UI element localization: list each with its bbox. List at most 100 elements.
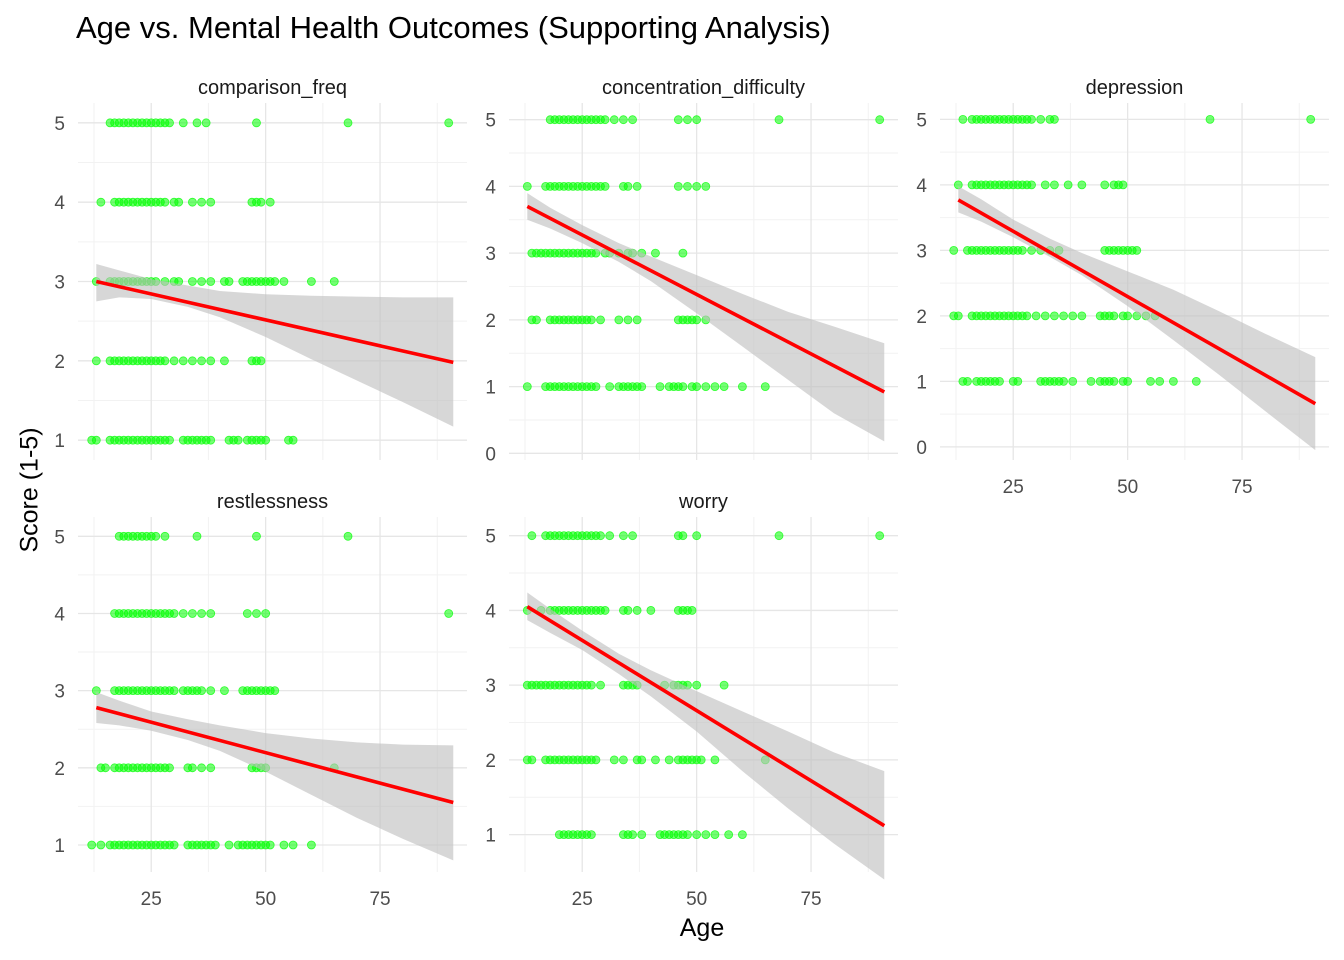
data-point bbox=[963, 376, 972, 386]
regression-line bbox=[95, 279, 454, 365]
data-point bbox=[632, 315, 642, 325]
y-tick-label: 3 bbox=[485, 244, 496, 265]
data-point bbox=[1050, 311, 1059, 321]
y-tick-label: 1 bbox=[485, 826, 496, 847]
data-point bbox=[197, 763, 206, 773]
data-point bbox=[188, 609, 197, 618]
data-point bbox=[719, 680, 729, 690]
data-point bbox=[256, 356, 266, 366]
data-point bbox=[265, 197, 275, 207]
data-point bbox=[1077, 180, 1087, 190]
data-point bbox=[174, 197, 184, 207]
data-point bbox=[178, 356, 188, 366]
data-point bbox=[1059, 376, 1068, 386]
y-tick-label: 3 bbox=[54, 273, 65, 294]
data-point bbox=[165, 118, 174, 128]
data-point bbox=[1068, 376, 1078, 386]
x-tick-label: 75 bbox=[369, 889, 390, 910]
data-point bbox=[1191, 376, 1201, 386]
facet-panel-worry: worry 1 2 3 4 5 25 50 75 bbox=[485, 491, 898, 910]
y-tick-label: 5 bbox=[916, 110, 927, 131]
data-point bbox=[664, 755, 674, 765]
data-point bbox=[261, 435, 271, 445]
data-point bbox=[958, 114, 968, 124]
data-point bbox=[444, 118, 454, 128]
data-point bbox=[696, 755, 706, 765]
data-point bbox=[673, 115, 683, 125]
data-point bbox=[719, 382, 729, 391]
data-point bbox=[619, 115, 628, 125]
data-point bbox=[683, 830, 692, 840]
data-point bbox=[169, 356, 179, 366]
y-tick-label: 3 bbox=[485, 676, 496, 697]
data-point bbox=[628, 531, 637, 541]
x-tick-label: 50 bbox=[255, 889, 276, 910]
data-point bbox=[710, 830, 720, 840]
data-point bbox=[623, 182, 633, 191]
confidence-band bbox=[96, 692, 454, 861]
x-tick-label: 50 bbox=[1117, 477, 1138, 498]
data-point bbox=[673, 182, 683, 191]
data-point bbox=[1146, 376, 1155, 386]
data-point bbox=[1063, 180, 1073, 190]
data-point bbox=[655, 382, 665, 391]
data-point bbox=[605, 531, 615, 541]
data-point bbox=[329, 277, 339, 286]
data-point bbox=[224, 277, 234, 286]
data-point bbox=[1050, 180, 1059, 190]
data-point bbox=[637, 830, 647, 840]
facet-title: worry bbox=[678, 491, 728, 513]
data-point bbox=[619, 531, 628, 541]
data-point bbox=[151, 531, 161, 541]
data-point bbox=[522, 382, 532, 391]
y-axis-label: Score (1-5) bbox=[15, 427, 44, 553]
data-point bbox=[160, 197, 170, 207]
data-point bbox=[206, 609, 216, 618]
data-point bbox=[160, 356, 170, 366]
data-point bbox=[87, 840, 97, 850]
data-point bbox=[609, 115, 619, 125]
data-point bbox=[609, 755, 619, 765]
data-point bbox=[1040, 311, 1050, 321]
data-point bbox=[1031, 311, 1041, 321]
data-point bbox=[444, 609, 454, 618]
facet-title: depression bbox=[1086, 77, 1184, 99]
data-point bbox=[678, 382, 688, 391]
data-point bbox=[188, 356, 197, 366]
data-point bbox=[1169, 376, 1178, 386]
chart-title: Age vs. Mental Health Outcomes (Supporti… bbox=[76, 10, 831, 45]
data-point bbox=[169, 840, 179, 850]
data-point bbox=[206, 197, 216, 207]
data-point bbox=[678, 531, 688, 541]
regression-line bbox=[957, 198, 1317, 406]
data-point bbox=[527, 531, 537, 541]
facet-panel-concentration_difficulty: concentration_difficulty 0 1 2 3 4 5 bbox=[485, 77, 898, 465]
data-point bbox=[197, 277, 206, 286]
data-point bbox=[1050, 114, 1059, 124]
y-tick-label: 3 bbox=[54, 682, 65, 703]
data-point bbox=[600, 606, 610, 615]
y-tick-label: 1 bbox=[54, 836, 65, 857]
data-point bbox=[623, 606, 633, 615]
data-point bbox=[233, 435, 243, 445]
regression-line bbox=[95, 705, 454, 805]
data-point bbox=[738, 382, 747, 391]
data-point bbox=[256, 197, 266, 207]
data-point bbox=[646, 606, 656, 615]
data-point bbox=[586, 315, 596, 325]
data-point bbox=[343, 118, 353, 128]
data-point bbox=[210, 840, 220, 850]
data-point bbox=[1027, 180, 1036, 190]
data-point bbox=[614, 315, 624, 325]
data-point bbox=[628, 115, 637, 125]
data-point bbox=[1306, 114, 1316, 124]
data-point bbox=[637, 382, 647, 391]
x-axis-label: Age bbox=[679, 914, 725, 942]
data-point bbox=[1027, 114, 1036, 124]
data-point bbox=[605, 382, 615, 391]
data-point bbox=[995, 376, 1004, 386]
data-point bbox=[206, 763, 216, 773]
y-tick-label: 2 bbox=[485, 751, 496, 772]
data-point bbox=[252, 609, 261, 618]
